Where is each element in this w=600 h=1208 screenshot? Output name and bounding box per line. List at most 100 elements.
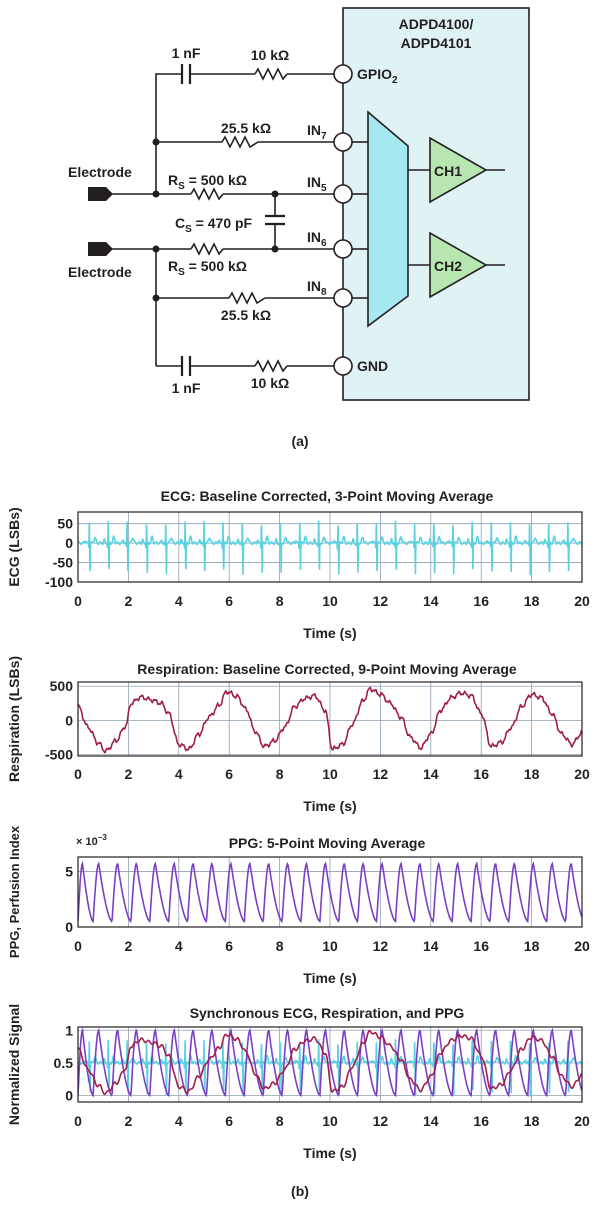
- chart-title: ECG: Baseline Corrected, 3-Point Moving …: [161, 488, 494, 504]
- circuit-diagram: ADPD4100/ ADPD4101 CH1 CH2: [68, 7, 530, 449]
- series-line-2: [78, 1027, 582, 1098]
- x-axis-label: Time (s): [303, 970, 356, 986]
- x-tick-label: 20: [574, 1113, 590, 1129]
- x-tick-label: 10: [322, 1113, 338, 1129]
- amplifier-ch2: [429, 231, 488, 299]
- x-tick-label: 14: [423, 593, 439, 609]
- y-multiplier-base: × 10: [76, 836, 98, 848]
- y-tick-label: 0: [65, 919, 73, 935]
- x-tick-label: 2: [125, 766, 133, 782]
- x-tick-label: 2: [125, 938, 133, 954]
- series-line-1: [78, 686, 582, 754]
- y-tick-label: -500: [45, 747, 73, 763]
- x-tick-label: 20: [574, 593, 590, 609]
- resistor-rs-top: [190, 187, 224, 201]
- y-tick-label: 500: [50, 678, 74, 694]
- caption-b: (b): [291, 1183, 309, 1199]
- x-tick-label: 18: [524, 938, 540, 954]
- x-tick-label: 10: [322, 593, 338, 609]
- electrode-bottom-label: Electrode: [68, 264, 132, 280]
- y-tick-label: 1: [65, 1022, 73, 1038]
- x-tick-label: 16: [473, 1113, 489, 1129]
- chip-label-line1: ADPD4100/: [399, 16, 474, 32]
- cs-label: CS = 470 pF: [175, 215, 253, 235]
- rs-bottom-label: RS = 500 kΩ: [168, 258, 247, 278]
- resistor-gnd: [254, 359, 288, 373]
- pin-gnd: [333, 356, 353, 376]
- x-tick-label: 6: [225, 1113, 233, 1129]
- x-tick-label: 6: [225, 593, 233, 609]
- amplifier-ch1: [429, 136, 488, 204]
- pin-in5: [333, 184, 353, 204]
- res-in7-label: 25.5 kΩ: [221, 120, 271, 136]
- multiplexer: [367, 110, 409, 328]
- x-tick-label: 0: [74, 593, 82, 609]
- y-axis-label: Normalized Signal: [6, 1004, 22, 1125]
- pin-in5-label: IN5: [307, 174, 327, 194]
- res-bottom-label: 10 kΩ: [251, 375, 289, 391]
- plot-frame: [77, 1026, 583, 1103]
- x-tick-label: 6: [225, 766, 233, 782]
- x-tick-label: 0: [74, 1113, 82, 1129]
- pin-in7-label: IN7: [307, 122, 327, 142]
- x-tick-label: 18: [524, 766, 540, 782]
- chart-1: 0 2 4 6 8 10 12 14 16 18 20 50 0 -50 -100 ECG: Baseline…: [6, 488, 590, 641]
- y-tick-label: 0: [65, 712, 73, 728]
- chart-title: PPG: 5-Point Moving Average: [229, 835, 426, 851]
- chart-title: Synchronous ECG, Respiration, and PPG: [190, 1005, 465, 1021]
- chip-label-line2: ADPD4101: [401, 35, 472, 51]
- y-axis-label: PPG, Perfusion Index: [7, 825, 22, 958]
- y-tick-label: -50: [53, 555, 73, 571]
- x-tick-label: 14: [423, 1113, 439, 1129]
- plot-frame: [77, 856, 583, 928]
- y-tick-label: 5: [65, 863, 73, 879]
- x-tick-label: 12: [373, 766, 389, 782]
- plot-frame: [77, 681, 583, 757]
- electrode-top-icon: [88, 187, 113, 201]
- x-tick-label: 16: [473, 938, 489, 954]
- x-tick-label: 0: [74, 766, 82, 782]
- pin-in6: [333, 239, 353, 259]
- chart-title: Respiration: Baseline Corrected, 9-Point…: [137, 661, 517, 677]
- y-tick-label: 0: [65, 535, 73, 551]
- pin-gpio2-label: GPIO2: [357, 66, 398, 86]
- x-tick-label: 14: [423, 938, 439, 954]
- y-tick-label: 50: [57, 516, 73, 532]
- series-line-3: [78, 1029, 582, 1096]
- x-tick-label: 4: [175, 938, 183, 954]
- x-tick-label: 12: [373, 938, 389, 954]
- x-tick-label: 0: [74, 938, 82, 954]
- pin-in6-label: IN6: [307, 229, 327, 249]
- resistor-in7: [221, 135, 259, 149]
- y-tick-label: 0: [65, 1087, 73, 1103]
- x-tick-label: 2: [125, 1113, 133, 1129]
- resistor-gpio: [254, 67, 288, 81]
- res-top-label: 10 kΩ: [251, 47, 289, 63]
- x-tick-label: 20: [574, 938, 590, 954]
- pin-in8: [333, 288, 353, 308]
- caption-a: (a): [291, 433, 308, 449]
- junction-dot: [152, 190, 160, 198]
- junction-dot: [152, 294, 160, 302]
- cap-bottom-label: 1 nF: [172, 380, 201, 396]
- x-tick-label: 8: [276, 1113, 284, 1129]
- x-tick-label: 16: [473, 593, 489, 609]
- y-axis-label: ECG (LSBs): [6, 507, 22, 586]
- x-tick-label: 18: [524, 593, 540, 609]
- pin-in7: [333, 132, 353, 152]
- x-axis-label: Time (s): [303, 798, 356, 814]
- x-tick-label: 10: [322, 938, 338, 954]
- electrode-bottom-icon: [88, 242, 113, 256]
- resistor-rs-bottom: [190, 242, 224, 256]
- x-tick-label: 8: [276, 766, 284, 782]
- res-in8-label: 25.5 kΩ: [221, 307, 271, 323]
- x-tick-label: 20: [574, 766, 590, 782]
- pin-gnd-label: GND: [357, 358, 388, 374]
- y-multiplier: × 10−3: [76, 833, 107, 848]
- y-tick-label: -100: [45, 574, 73, 590]
- x-tick-label: 14: [423, 766, 439, 782]
- x-tick-label: 12: [373, 1113, 389, 1129]
- wire-gpio-left: [155, 73, 182, 142]
